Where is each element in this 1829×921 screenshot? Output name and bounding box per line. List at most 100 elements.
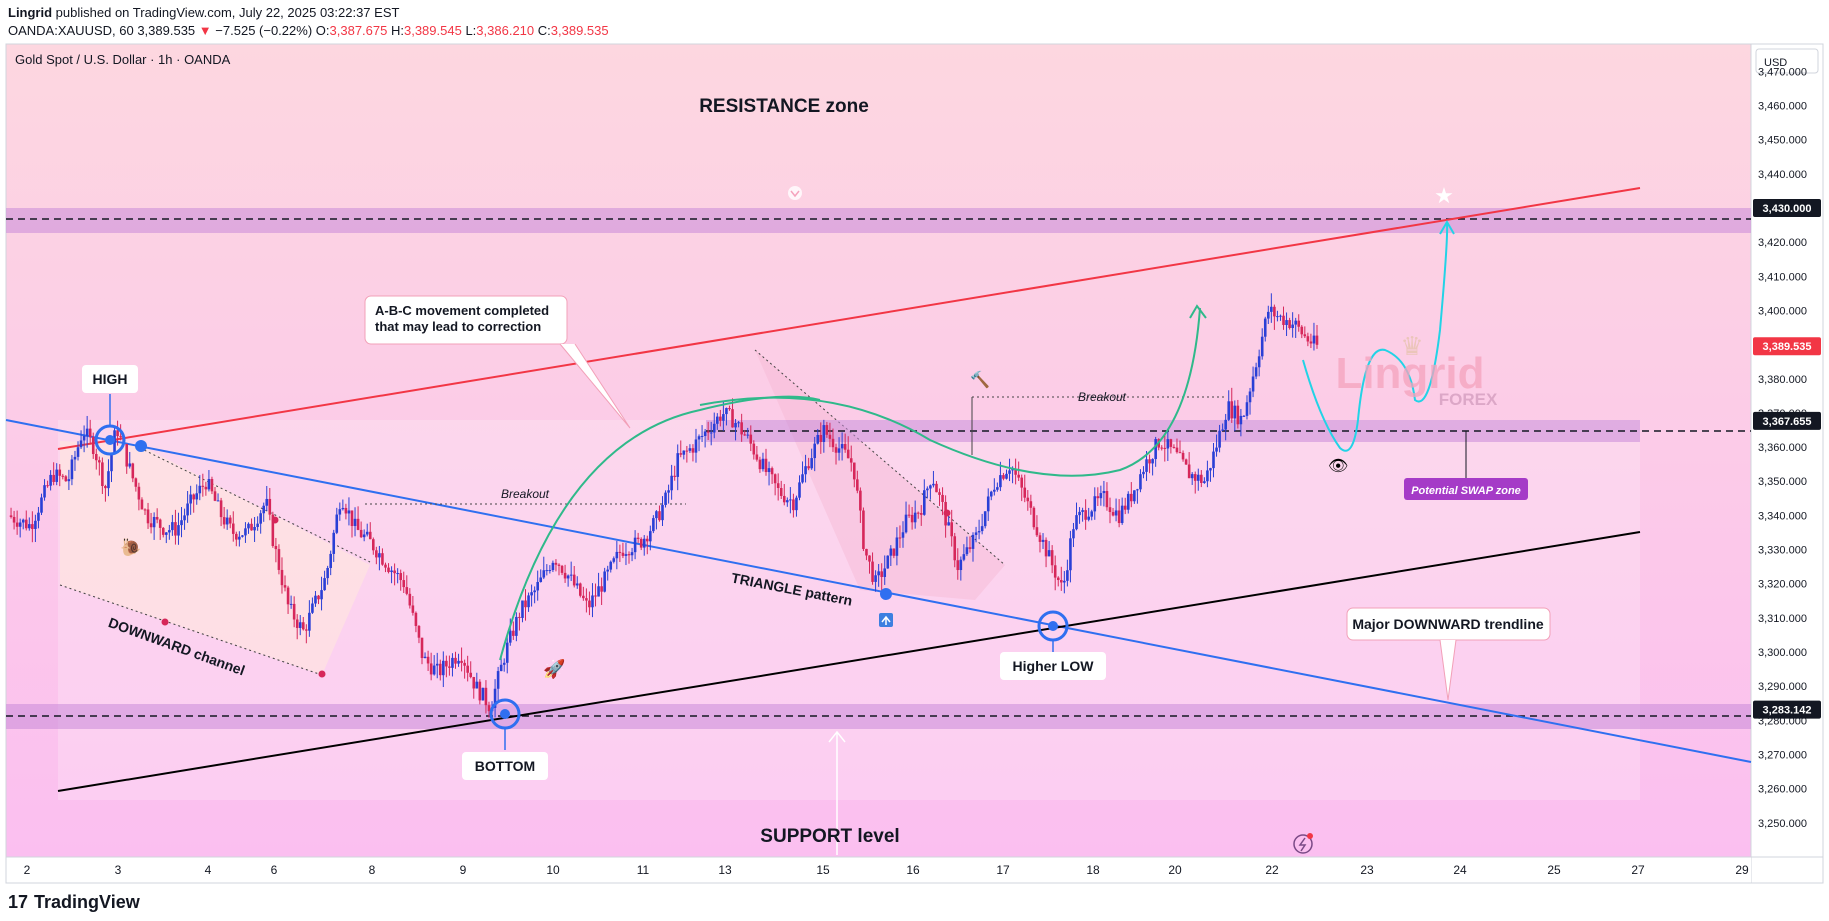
price-change: −7.525 (−0.22%)	[215, 23, 313, 38]
time-axis[interactable]	[6, 857, 1751, 883]
candle-body	[786, 500, 789, 503]
candle-body	[743, 434, 746, 436]
candle-body	[846, 449, 850, 459]
candle-body	[1130, 493, 1133, 502]
candle-body	[438, 663, 442, 676]
candle-body	[813, 443, 817, 459]
candle-body	[856, 479, 859, 491]
candle-body	[1014, 469, 1017, 475]
candle-body	[898, 537, 902, 539]
candle-body	[1266, 311, 1270, 319]
candle-body	[740, 422, 743, 435]
candle-body	[947, 522, 950, 526]
candle-body	[1193, 474, 1197, 481]
candle-body	[1154, 439, 1157, 460]
candle-body	[1102, 491, 1106, 494]
candle-body	[499, 664, 503, 672]
resistance-zone-label: RESISTANCE zone	[699, 96, 869, 117]
candle-body	[715, 416, 719, 424]
candle-body	[94, 454, 98, 461]
candle-body	[767, 468, 771, 473]
rocket-icon: 🚀	[543, 658, 565, 679]
candle-body	[110, 454, 113, 472]
candle-body	[76, 447, 80, 457]
support-arrow-icon	[828, 730, 846, 743]
candle-body	[292, 603, 296, 620]
watermark-main: Lingrid	[1335, 349, 1484, 398]
y-tick-label: 3,290.000	[1758, 681, 1807, 693]
higher-low-label-box[interactable]: Higher LOW	[1000, 652, 1106, 680]
down-arrow-icon	[788, 186, 802, 200]
candle-body	[862, 510, 865, 549]
candle-body	[572, 574, 576, 586]
publish-date: published on TradingView.com, July 22, 2…	[55, 5, 400, 20]
x-tick-label: 15	[816, 863, 830, 877]
candle-body	[423, 656, 427, 659]
candle-body	[152, 516, 156, 528]
candle-body	[1248, 391, 1252, 403]
lightning-icon[interactable]	[1293, 834, 1313, 854]
major-downward-trendline[interactable]	[5, 419, 1752, 763]
y-tick-label: 3,330.000	[1758, 545, 1807, 557]
price-tag: 3,389.535	[1763, 341, 1812, 353]
author-name[interactable]: Lingrid	[8, 5, 53, 20]
candle-body	[268, 498, 272, 515]
candle-body	[164, 532, 168, 535]
candle-body	[983, 511, 987, 527]
candle-body	[837, 448, 841, 453]
candle-body	[183, 515, 186, 521]
candle-body	[670, 475, 673, 491]
open-value: 3,387.675	[329, 23, 388, 38]
candle-body	[709, 432, 713, 434]
price-scale[interactable]	[1751, 44, 1823, 857]
candle-body	[971, 534, 975, 549]
candle-body	[359, 529, 363, 538]
triangle-area	[755, 350, 1005, 600]
candle-body	[448, 666, 451, 668]
candle-body	[58, 469, 62, 476]
candle-body	[731, 409, 734, 428]
candle-body	[582, 595, 585, 599]
candle-body	[91, 437, 95, 455]
candle-body	[308, 612, 311, 631]
candle-body	[722, 414, 725, 421]
x-tick-label: 3	[115, 863, 122, 877]
candle-body	[980, 526, 984, 532]
major-trend-callout[interactable]: Major DOWNWARD trendline	[1346, 607, 1551, 701]
channel-point-1	[161, 618, 169, 626]
chart-title: Gold Spot / U.S. Dollar · 1h · OANDA	[15, 52, 231, 67]
tradingview-logo[interactable]: 17 TradingView	[8, 892, 140, 913]
currency-button[interactable]: USD	[1755, 48, 1819, 74]
candle-body	[301, 622, 305, 630]
swap-zone-band	[706, 420, 1640, 442]
candle-body	[1288, 320, 1291, 329]
x-tick-label: 4	[205, 863, 212, 877]
bottom-label-box[interactable]: BOTTOM	[462, 752, 548, 780]
candle-body	[149, 523, 153, 528]
price-tag-bg	[1753, 337, 1821, 356]
candle-body	[542, 570, 546, 578]
candle-body	[442, 660, 445, 676]
candle-body	[999, 475, 1002, 488]
candle-body	[271, 514, 275, 546]
candle-body	[207, 479, 211, 490]
candle-body	[113, 430, 116, 455]
candlestick-series[interactable]	[9, 293, 1319, 718]
candle-body	[807, 466, 810, 469]
high-label-box[interactable]: HIGH	[82, 365, 138, 393]
candle-body	[700, 435, 704, 437]
candle-body	[959, 559, 963, 571]
candle-body	[822, 425, 826, 442]
candle-body	[1038, 535, 1042, 542]
rising-support-trendline[interactable]	[57, 531, 1641, 792]
swap-zone-badge[interactable]: Potential SWAP zone	[1404, 478, 1528, 500]
x-tick-label: 22	[1265, 863, 1279, 877]
candle-body	[712, 423, 716, 433]
candle-body	[15, 522, 19, 527]
candle-body	[277, 549, 281, 570]
resistance-trendline[interactable]	[57, 187, 1641, 450]
candle-body	[1279, 315, 1282, 317]
abc-callout[interactable]: A-B-C movement completed that may lead t…	[364, 295, 631, 429]
candle-body	[1114, 510, 1118, 516]
